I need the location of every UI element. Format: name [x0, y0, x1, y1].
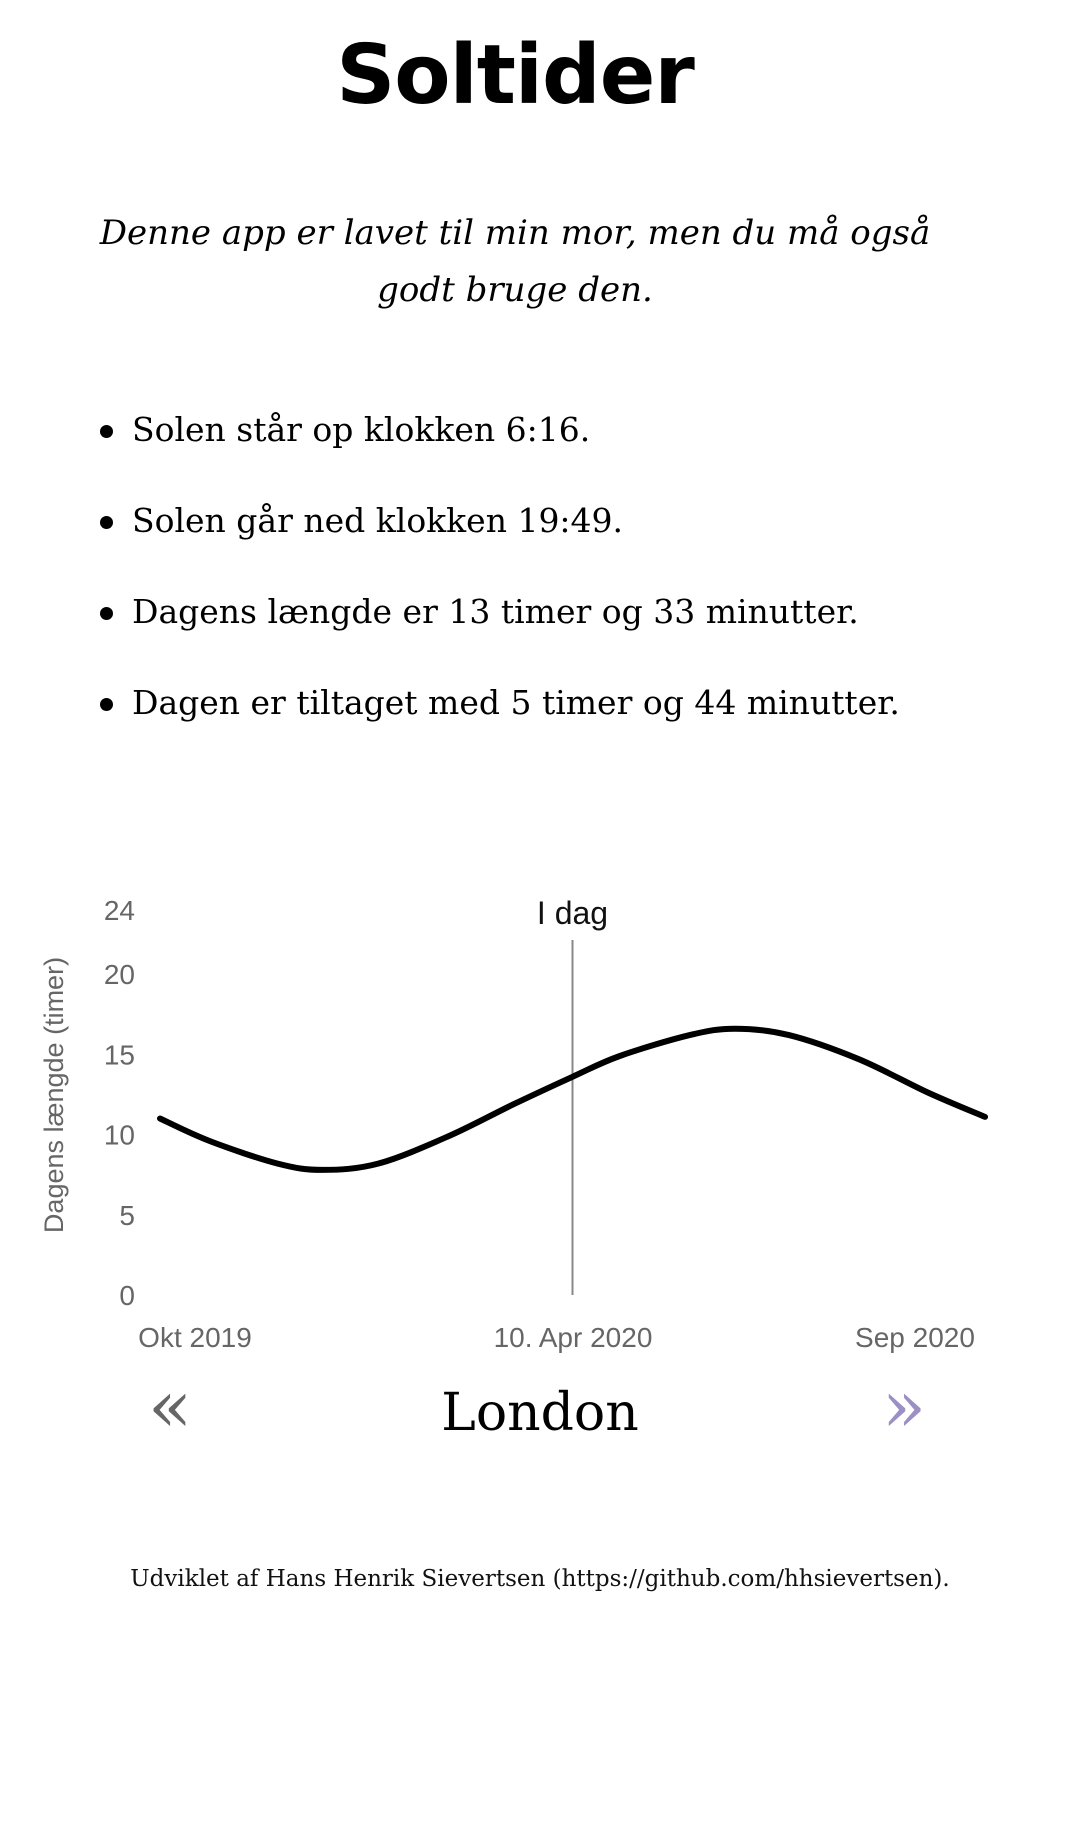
footer-credit: Udviklet af Hans Henrik Sievertsen (http…: [130, 1566, 950, 1592]
list-item-sunset: Solen går ned klokken 19:49.: [90, 501, 1050, 592]
bullet-icon: [100, 425, 113, 438]
list-item-day-increase: Dagen er tiltaget med 5 timer og 44 minu…: [90, 683, 1050, 774]
y-tick-label: 0: [119, 1280, 135, 1311]
x-axis-ticks: Okt 2019 10. Apr 2020 Sep 2020: [138, 1322, 975, 1353]
page-subtitle: Denne app er lavet til min mor, men du m…: [99, 213, 931, 310]
fact-text: Solen går ned klokken 19:49.: [132, 501, 624, 540]
list-item-sunrise: Solen står op klokken 6:16.: [90, 410, 1050, 501]
page-title: Soltider: [336, 28, 695, 123]
y-tick-label: 5: [119, 1200, 135, 1231]
today-label: I dag: [537, 895, 608, 931]
x-tick-label: 10. Apr 2020: [494, 1322, 653, 1353]
fact-text: Dagens længde er 13 timer og 33 minutter…: [132, 592, 859, 631]
double-chevron-left-icon[interactable]: «: [148, 1364, 193, 1448]
y-tick-label: 10: [104, 1120, 135, 1151]
location-navigation: « London »: [0, 1370, 1080, 1460]
city-name: London: [441, 1383, 639, 1443]
fact-text: Solen står op klokken 6:16.: [132, 410, 591, 449]
double-chevron-right-icon[interactable]: »: [882, 1364, 927, 1448]
y-tick-label: 24: [104, 895, 135, 926]
bullet-icon: [100, 698, 113, 711]
y-axis-ticks: 0 5 10 15 20 24: [104, 895, 135, 1311]
y-tick-label: 15: [104, 1039, 135, 1070]
sun-facts-list: Solen står op klokken 6:16. Solen går ne…: [90, 410, 1050, 774]
y-tick-label: 20: [104, 959, 135, 990]
fact-text: Dagen er tiltaget med 5 timer og 44 minu…: [132, 683, 900, 722]
bullet-icon: [100, 516, 113, 529]
list-item-day-length: Dagens længde er 13 timer og 33 minutter…: [90, 592, 1050, 683]
x-tick-label: Okt 2019: [138, 1322, 252, 1353]
day-length-series-line: [157, 1025, 988, 1173]
x-tick-label: Sep 2020: [855, 1322, 975, 1353]
bullet-icon: [100, 607, 113, 620]
y-axis-label: Dagens længde (timer): [39, 957, 69, 1233]
